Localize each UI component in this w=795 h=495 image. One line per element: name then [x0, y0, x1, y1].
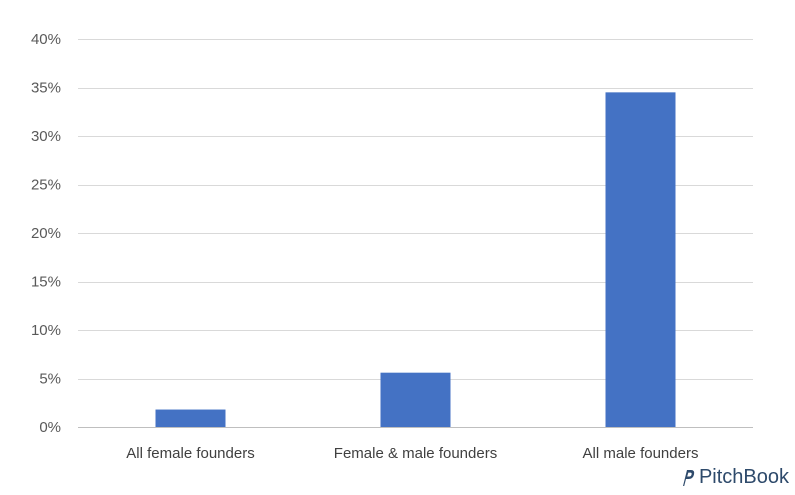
gridlines: [78, 39, 753, 428]
bars: [155, 92, 676, 427]
y-tick-label: 5%: [39, 371, 61, 388]
y-tick-label: 40%: [31, 31, 61, 48]
y-tick-label: 0%: [39, 419, 61, 436]
bar: [380, 372, 451, 427]
pitchbook-logo-icon: [682, 469, 695, 486]
y-tick-label: 15%: [31, 274, 61, 291]
y-tick-label: 30%: [31, 128, 61, 145]
brand-name: PitchBook: [698, 466, 789, 488]
y-tick-label: 25%: [31, 177, 61, 194]
x-category-label: All female founders: [126, 445, 254, 462]
y-tick-label: 35%: [31, 80, 61, 97]
bar: [155, 409, 226, 427]
x-category-label: Female & male founders: [334, 445, 497, 462]
x-axis-category-labels: All female founders Female & male founder…: [126, 445, 698, 462]
y-axis-tick-labels: 0% 5% 10% 15% 20% 25% 30% 35% 40%: [31, 31, 61, 436]
y-tick-label: 20%: [31, 225, 61, 242]
pitchbook-logo: PitchBook: [680, 466, 789, 489]
y-tick-label: 10%: [31, 322, 61, 339]
x-category-label: All male founders: [583, 445, 699, 462]
bar: [605, 92, 676, 427]
